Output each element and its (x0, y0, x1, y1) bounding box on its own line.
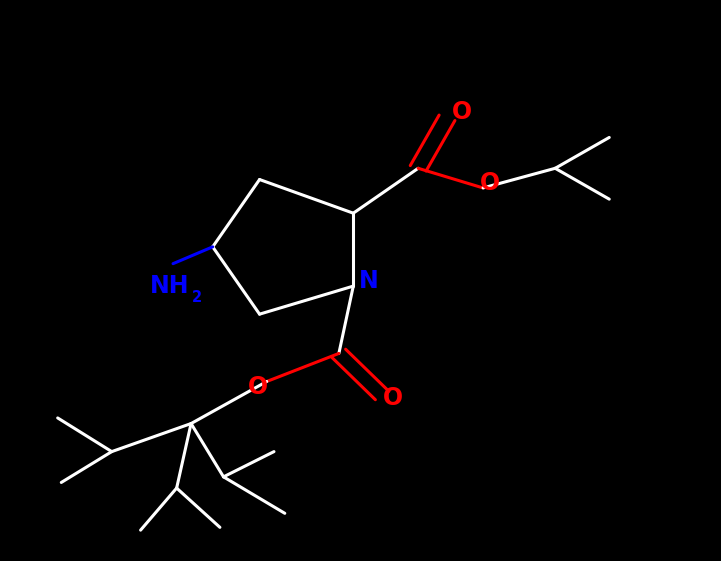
Text: O: O (480, 172, 500, 195)
Text: O: O (451, 100, 472, 124)
Text: 2: 2 (192, 290, 202, 305)
Text: N: N (359, 269, 379, 292)
Text: O: O (383, 387, 403, 410)
Text: O: O (248, 375, 268, 399)
Text: NH: NH (150, 274, 189, 298)
